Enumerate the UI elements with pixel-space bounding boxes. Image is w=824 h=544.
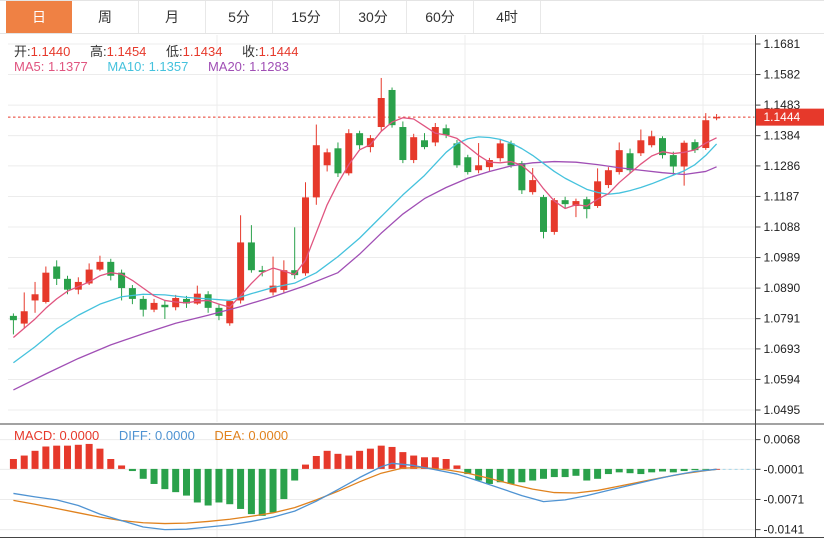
tab-5min[interactable]: 5分	[206, 1, 273, 33]
price-axis-label: 1.1582	[764, 68, 801, 82]
dea-line	[13, 466, 717, 525]
macd-axis-label: -0.0001	[764, 462, 805, 476]
macd-histogram	[9, 443, 721, 516]
current-price-label: 1.1444	[764, 110, 801, 124]
high-label: 高:	[90, 44, 107, 59]
price-axis: 1.1681 1.1582 1.1483 1.1384 1.1286 1.1187 1.10…	[755, 37, 801, 417]
open-label: 开:	[14, 44, 31, 59]
low-label: 低:	[166, 44, 183, 59]
ma20-label: MA20:	[207, 59, 246, 74]
ma20-line	[13, 160, 717, 391]
price-axis-label: 1.1187	[764, 189, 800, 203]
macd-label: MACD:	[14, 428, 56, 443]
ma20-value: 1.1283	[249, 59, 289, 74]
price-axis-label: 1.0890	[764, 281, 801, 295]
ma5-line	[12, 117, 717, 338]
timeframe-tabbar: 日周月 5分 15分 30分 60分 4时	[0, 0, 824, 34]
macd-axis-label: -0.0071	[764, 492, 805, 506]
macd-axis-label: 0.0068	[764, 433, 801, 447]
diff-label: DIFF:	[118, 428, 152, 443]
macd-value: 0.0000	[59, 428, 100, 443]
price-axis-label: 1.1088	[764, 220, 801, 234]
dea-value: 0.0000	[248, 428, 289, 443]
tab-day[interactable]: 日	[6, 1, 72, 33]
diff-line	[13, 462, 717, 531]
close-label: 收:	[242, 44, 259, 59]
current-price-badge: 1.1444	[756, 108, 824, 126]
price-axis-label: 1.0693	[764, 342, 801, 356]
tab-week[interactable]: 周	[72, 1, 139, 33]
tab-60min[interactable]: 60分	[407, 1, 474, 33]
dea-label: DEA:	[214, 428, 245, 443]
tab-month[interactable]: 月	[139, 1, 206, 33]
price-axis-label: 1.1286	[764, 159, 801, 173]
ma10-value: 1.1357	[148, 59, 189, 74]
low-value: 1.1434	[182, 44, 223, 59]
tab-30min[interactable]: 30分	[340, 1, 407, 33]
high-value: 1.1454	[106, 44, 147, 59]
diff-value: 0.0000	[155, 428, 195, 443]
panel-frame	[0, 35, 824, 538]
gridlines	[0, 35, 756, 538]
ma-readout: MA5: 1.1377 MA10: 1.1357 MA20: 1.1283	[14, 59, 305, 74]
price-axis-label: 1.0989	[764, 251, 801, 265]
price-axis-label: 1.0791	[764, 312, 801, 326]
tab-15min[interactable]: 15分	[273, 1, 340, 33]
macd-axis: 0.0068 -0.0001 -0.0071 -0.0141	[755, 433, 805, 537]
candles-layer	[9, 77, 721, 335]
ohlc-readout: 开:1.1440 高:1.1454 低:1.1434 收:1.1444	[14, 41, 314, 60]
open-value: 1.1440	[30, 44, 71, 59]
close-value: 1.1444	[258, 44, 299, 59]
ma10-label: MA10:	[107, 59, 145, 74]
price-axis-label: 1.1483	[764, 98, 801, 112]
macd-readout: MACD: 0.0000 DIFF: 0.0000 DEA: 0.0000	[14, 428, 304, 443]
price-axis-label: 1.1384	[764, 129, 801, 143]
ma5-value: 1.1377	[47, 59, 88, 74]
price-axis-label: 1.1681	[764, 37, 801, 51]
ma10-line	[13, 136, 718, 364]
price-axis-label: 1.0594	[764, 372, 801, 386]
tab-4hour[interactable]: 4时	[474, 1, 541, 33]
ma5-label: MA5:	[14, 59, 45, 74]
macd-axis-label: -0.0141	[764, 523, 805, 537]
price-axis-label: 1.0495	[764, 403, 801, 417]
